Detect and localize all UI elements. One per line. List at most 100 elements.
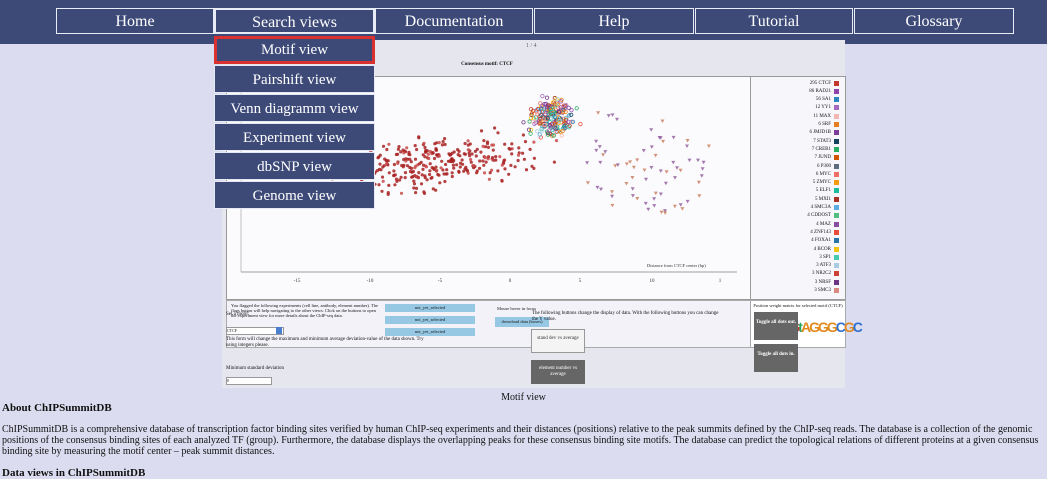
legend-entry[interactable]: 4 SMC3A [811, 204, 839, 212]
dropdown-item-motif-view[interactable]: Motif view [214, 36, 375, 64]
data-point [466, 169, 470, 173]
legend-entry[interactable]: 3 NRSF [815, 278, 839, 286]
nav-documentation[interactable]: Documentation [375, 8, 533, 34]
legend-swatch [834, 221, 839, 227]
data-point [450, 157, 454, 161]
not-selected-button-3[interactable]: not_yet_selected [385, 328, 475, 336]
pwm-title: Position weight matrix for selected moti… [753, 303, 843, 308]
legend-entry[interactable]: 5 MXI1 [815, 195, 839, 203]
data-point [417, 136, 421, 140]
data-point [457, 149, 461, 153]
data-point-triangle [643, 201, 648, 206]
not-selected-button-1[interactable]: not_yet_selected [385, 304, 475, 312]
legend-entry[interactable]: 4 BCOR [814, 245, 839, 253]
legend-entry[interactable]: 4 ZNF143 [810, 228, 839, 236]
data-point-triangle [610, 190, 614, 194]
nav-glossary[interactable]: Glossary [854, 8, 1014, 34]
data-point-triangle [641, 149, 646, 153]
data-point-triangle [658, 192, 663, 196]
data-point [421, 167, 425, 171]
dropdown-item-pairshift-view[interactable]: Pairshift view [214, 65, 375, 93]
data-point [437, 141, 441, 145]
legend-entry[interactable]: 86 RAD21 [809, 87, 839, 95]
legend-swatch [834, 171, 839, 177]
nav-home[interactable]: Home [56, 8, 214, 34]
data-point [424, 165, 428, 169]
data-point-triangle [685, 144, 689, 148]
data-point [569, 108, 574, 113]
legend-entry[interactable]: 6 MYC [816, 170, 839, 178]
data-point [377, 183, 381, 187]
toggle-dots-in-button[interactable]: Toggle all dots in. [754, 344, 798, 372]
data-point [540, 93, 545, 99]
legend-entry[interactable]: 3 ATF3 [816, 262, 839, 270]
data-point [437, 173, 441, 177]
legend-entry[interactable]: 4 MAZ [816, 220, 839, 228]
data-point [545, 132, 551, 137]
motif-select[interactable]: CTCF [226, 327, 284, 335]
legend-entry[interactable]: 7 CREB1 [812, 145, 839, 153]
legend-entry[interactable]: 5 ELF1 [816, 187, 839, 195]
data-point [381, 165, 385, 169]
data-point [475, 169, 479, 173]
data-point-triangle [657, 136, 662, 140]
legend-entry[interactable]: 7 JUND [814, 154, 839, 162]
legend-entry[interactable]: 3 NR2C2 [812, 270, 839, 278]
data-point [422, 141, 426, 145]
data-point [411, 175, 415, 179]
data-point [485, 140, 490, 144]
legend-entry[interactable]: 7 STAT3 [813, 137, 839, 145]
element-number-vs-average-button[interactable]: element number vs average [531, 360, 585, 384]
data-point [421, 153, 425, 157]
data-point [478, 166, 482, 170]
legend-entry[interactable]: 3 SMC3 [814, 287, 839, 295]
legend-entry[interactable]: 6 SRF [818, 121, 839, 129]
min-deviation-input[interactable]: 0 [226, 377, 272, 385]
legend-swatch [834, 88, 839, 94]
legend-entry[interactable]: 5 ZMYC [813, 179, 839, 187]
legend-entry[interactable]: 6 JMJD1B [809, 129, 839, 137]
data-point [552, 125, 557, 130]
dropdown-item-genome-view[interactable]: Genome view [214, 181, 375, 209]
legend-entry[interactable]: 3 SP1 [819, 253, 839, 261]
data-point [491, 143, 496, 147]
legend-entry[interactable]: 6 P300 [817, 162, 839, 170]
legend-entry[interactable]: 4 FOXA1 [811, 237, 839, 245]
data-point [555, 102, 560, 107]
toggle-dots-out-button[interactable]: Toggle all dots out. [754, 312, 798, 340]
legend-entry[interactable]: 56 SA1 [816, 96, 839, 104]
legend-entry[interactable]: 4 CDDOST [807, 212, 839, 220]
search-views-dropdown: Motif view Pairshift view Venn diagramm … [214, 36, 375, 210]
data-point [458, 161, 463, 165]
min-deviation-label: Minimum standard deviation [226, 366, 285, 371]
dropdown-item-dbsnp-view[interactable]: dbSNP view [214, 152, 375, 180]
nav-tutorial[interactable]: Tutorial [695, 8, 853, 34]
data-point [378, 162, 382, 166]
nav-help[interactable]: Help [534, 8, 694, 34]
data-point-triangle [624, 182, 629, 186]
download-data-button[interactable]: download data (boxes) [495, 317, 549, 327]
data-point [493, 126, 497, 130]
chevron-down-icon[interactable] [276, 327, 282, 334]
legend-entry[interactable]: 11 MAX [813, 112, 839, 120]
legend-swatch [834, 180, 839, 186]
data-point [516, 153, 521, 157]
legend-entry[interactable]: 295 CTCF [810, 79, 839, 87]
data-point-triangle [630, 194, 635, 198]
legend-swatch [834, 271, 839, 277]
data-point [521, 133, 525, 137]
data-point [507, 172, 511, 176]
y-value-buttons-text: The following buttons change the display… [532, 311, 719, 322]
stddev-vs-average-button[interactable]: stand dev vs average [531, 329, 585, 353]
data-point [498, 155, 502, 159]
data-point [481, 144, 485, 148]
data-point [487, 177, 491, 181]
dropdown-item-experiment-view[interactable]: Experiment view [214, 123, 375, 151]
data-point-triangle [685, 139, 690, 143]
legend-swatch [834, 238, 839, 244]
nav-search-views[interactable]: Search views [214, 8, 375, 34]
legend-entry[interactable]: 12 YY1 [815, 104, 839, 112]
dropdown-item-venn-diagramm-view[interactable]: Venn diagramm view [214, 94, 375, 122]
not-selected-button-2[interactable]: not_yet_selected [385, 316, 475, 324]
data-point [563, 109, 568, 115]
